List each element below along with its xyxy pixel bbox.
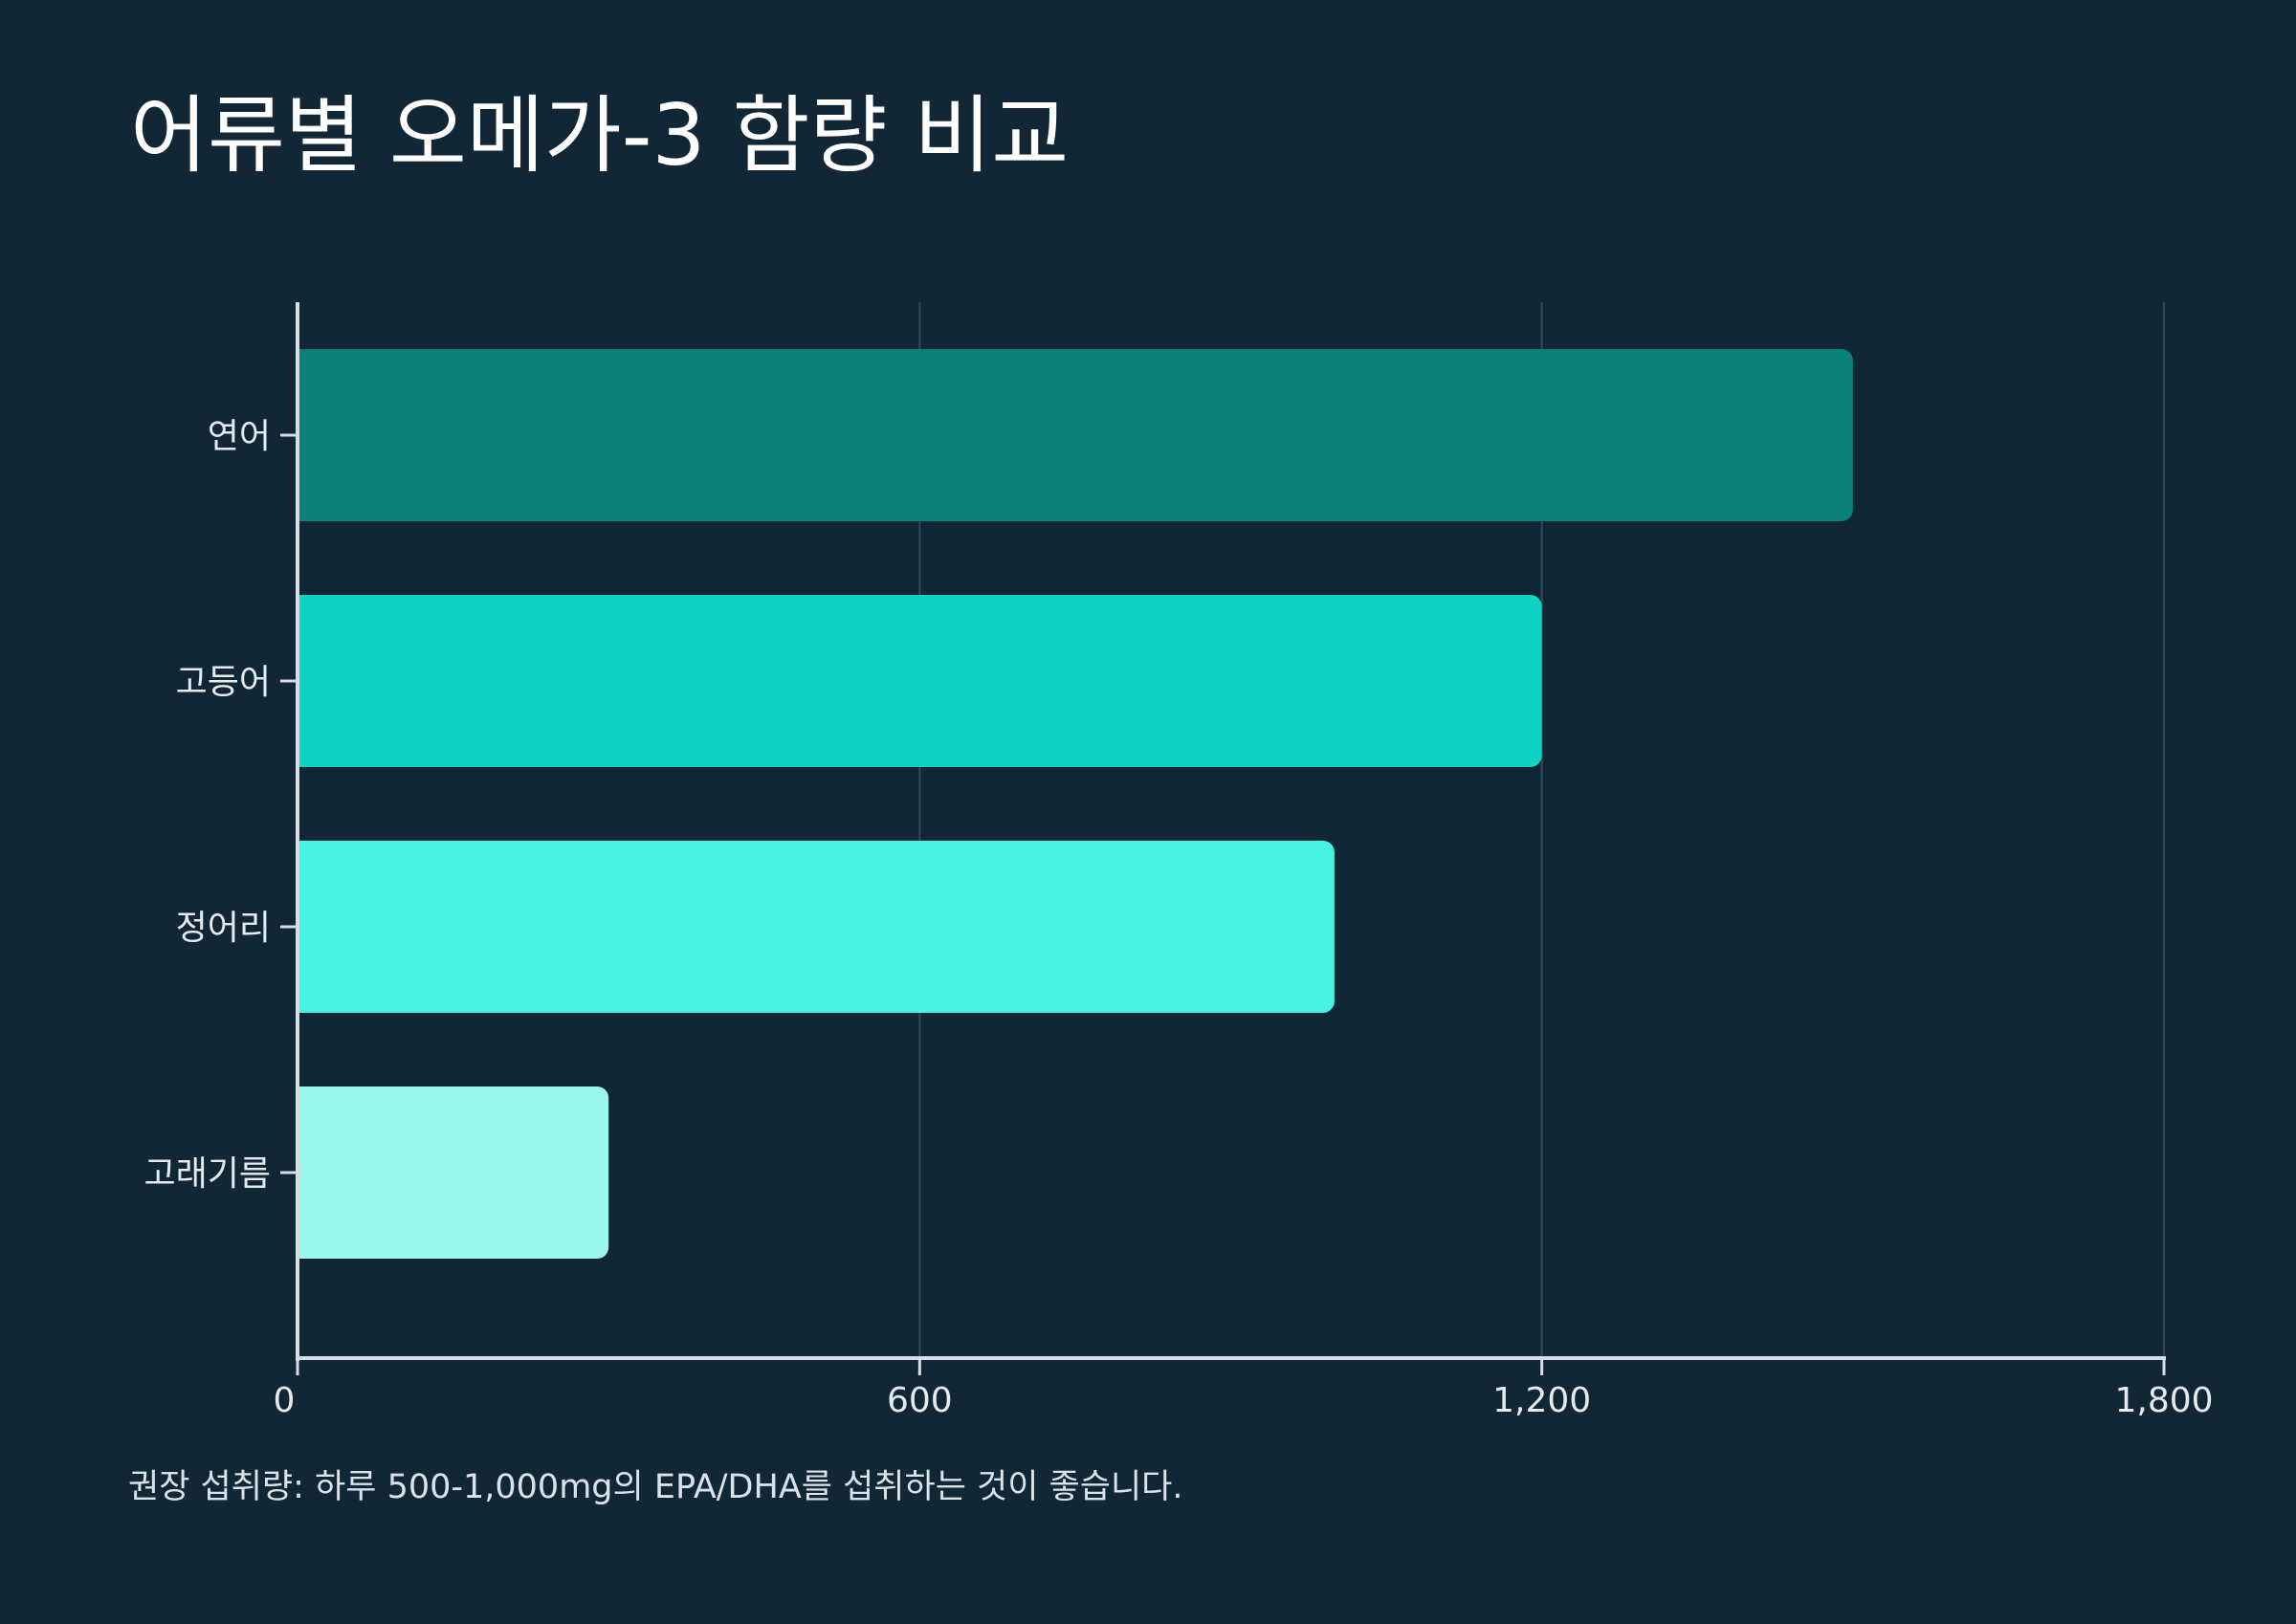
bar-1-base bbox=[298, 349, 317, 521]
category-label-4: 고래기름 bbox=[144, 1154, 271, 1194]
bar-4-base bbox=[298, 1086, 317, 1259]
bar-layer bbox=[298, 349, 1853, 1259]
category-label-2: 고등어 bbox=[176, 663, 271, 702]
footnote: 권장 섭취량: 하루 500-1,000mg의 EPA/DHA를 섭취하는 것이… bbox=[128, 1468, 1183, 1506]
x-tick-label-0: 0 bbox=[274, 1381, 296, 1420]
x-tick-label-1800: 1,800 bbox=[2114, 1381, 2213, 1420]
category-label-3: 정어리 bbox=[176, 909, 271, 948]
bar-2 bbox=[298, 595, 1542, 767]
bar-3 bbox=[298, 841, 1335, 1013]
bar-1 bbox=[298, 349, 1853, 521]
category-label-1: 연어 bbox=[208, 417, 271, 456]
bar-3-base bbox=[298, 841, 317, 1013]
chart-title: 어류별 오메가-3 함량 비교 bbox=[130, 86, 1070, 185]
x-tick-label-600: 600 bbox=[887, 1381, 953, 1420]
axis-layer bbox=[280, 302, 2166, 1375]
x-tick-label-1200: 1,200 bbox=[1492, 1381, 1591, 1420]
bar-2-base bbox=[298, 595, 317, 767]
bar-4 bbox=[298, 1086, 609, 1259]
